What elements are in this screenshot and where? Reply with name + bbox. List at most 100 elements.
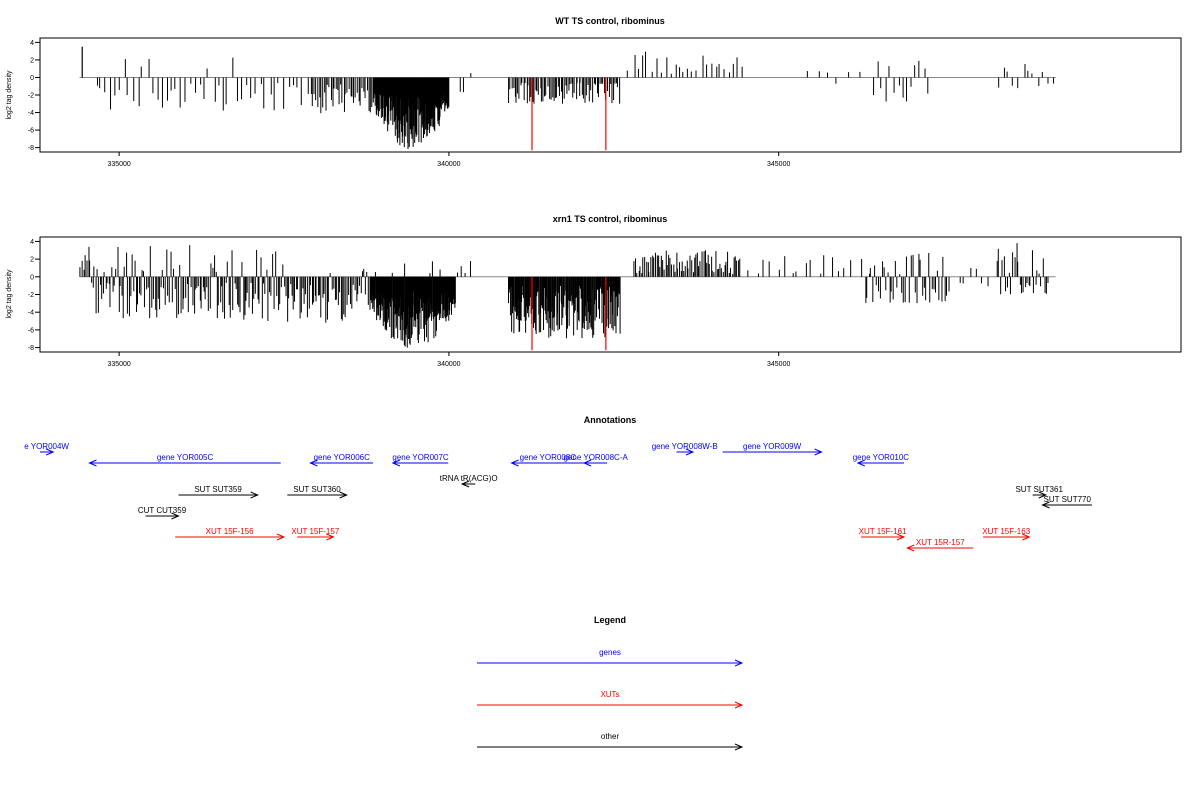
- legend-arrowhead: [734, 701, 744, 709]
- y-tick-label: 4: [30, 40, 34, 47]
- annotation-feature: SUT SUT360: [287, 485, 348, 499]
- annotation-feature: gene YOR008C-A: [563, 453, 628, 467]
- x-tick-label: 345000: [767, 361, 790, 368]
- x-tick-label: 335000: [107, 161, 130, 168]
- bars-layer: [79, 46, 1056, 151]
- y-tick-label: -4: [28, 310, 34, 317]
- feature-arrowhead: [250, 491, 259, 499]
- feature-label: gene YOR010C: [853, 453, 910, 462]
- feature-label: gene YOR006C: [314, 453, 371, 462]
- feature-label: gene YOR008C-A: [563, 453, 628, 462]
- annotation-feature: SUT SUT770: [1041, 495, 1092, 509]
- y-tick-label: -8: [28, 345, 34, 352]
- annotation-feature: gene YOR006C: [309, 453, 374, 467]
- legend: Legend genes XUTs other: [477, 615, 744, 751]
- feature-label: SUT SUT360: [293, 485, 341, 494]
- bars-layer: [79, 243, 1056, 351]
- panel-title: WT TS control, ribominus: [555, 16, 665, 26]
- x-tick-label: 340000: [437, 161, 460, 168]
- panel-title: xrn1 TS control, ribominus: [553, 214, 668, 224]
- feature-label: XUT 15F-163: [982, 527, 1030, 536]
- x-tick-label: 345000: [767, 161, 790, 168]
- annotations-track: Annotations e YOR004W gene YOR005C gene YO…: [24, 415, 1092, 552]
- feature-arrowhead: [906, 544, 915, 552]
- feature-arrowhead: [339, 491, 348, 499]
- annotation-feature: gene YOR008W-B: [652, 442, 718, 456]
- feature-arrowhead: [45, 448, 55, 456]
- y-tick-label: 0: [30, 274, 34, 281]
- feature-arrowhead: [510, 459, 519, 467]
- annotation-feature: XUT 15R-157: [906, 538, 974, 552]
- annotation-feature: e YOR004W: [24, 442, 69, 456]
- y-axis: 4 2 0 -2 -4 -6 -8: [28, 239, 40, 352]
- legend-title: Legend: [594, 615, 626, 625]
- plot-frame: [39, 37, 1182, 153]
- legend-arrowhead: [734, 659, 744, 667]
- feature-arrowhead: [582, 459, 592, 467]
- legend-item: XUTs: [477, 690, 744, 709]
- annotation-feature: tRNA tR(ACG)O: [440, 474, 498, 488]
- y-tick-label: 2: [30, 257, 34, 264]
- feature-arrowhead: [309, 459, 318, 467]
- feature-label: XUT 15F-161: [859, 527, 907, 536]
- feature-label: XUT 15F-156: [206, 527, 254, 536]
- annotation-feature: XUT 15F-156: [175, 527, 286, 541]
- feature-label: gene YOR005C: [157, 453, 214, 462]
- y-tick-label: 0: [30, 75, 34, 82]
- x-axis: 335000 340000 345000: [107, 352, 790, 368]
- feature-label: gene YOR009W: [743, 442, 802, 451]
- annotation-feature: XUT 15F-157: [291, 527, 340, 541]
- annotation-items: e YOR004W gene YOR005C gene YOR006C gene YO…: [24, 442, 1092, 552]
- y-tick-label: 2: [30, 57, 34, 64]
- legend-label: other: [601, 732, 620, 741]
- y-tick-label: -4: [28, 110, 34, 117]
- x-tick-label: 340000: [437, 361, 460, 368]
- feature-label: XUT 15R-157: [916, 538, 965, 547]
- annotation-feature: SUT SUT359: [178, 485, 259, 499]
- feature-arrowhead: [856, 459, 866, 467]
- feature-arrowhead: [896, 533, 906, 541]
- feature-label: gene YOR007C: [392, 453, 449, 462]
- x-tick-label: 335000: [107, 361, 130, 368]
- annotation-feature: gene YOR005C: [88, 453, 281, 467]
- feature-arrowhead: [1041, 501, 1050, 509]
- feature-label: e YOR004W: [24, 442, 69, 451]
- feature-arrowhead: [1038, 491, 1048, 499]
- annotation-feature: XUT 15F-161: [859, 527, 907, 541]
- feature-label: CUT CUT359: [138, 506, 187, 515]
- annotation-feature: gene YOR007C: [391, 453, 449, 467]
- feature-label: XUT 15F-157: [291, 527, 339, 536]
- legend-label: genes: [599, 648, 621, 657]
- xrn1-coverage-panel: xrn1 TS control, ribominus log2 tag dens…: [6, 214, 1182, 368]
- annotation-feature: SUT SUT361: [1015, 485, 1063, 499]
- feature-label: tRNA tR(ACG)O: [440, 474, 498, 483]
- y-tick-label: 4: [30, 239, 34, 246]
- y-tick-label: -2: [28, 292, 34, 299]
- annotations-title: Annotations: [584, 415, 637, 425]
- y-tick-label: -6: [28, 327, 34, 334]
- y-tick-label: -6: [28, 128, 34, 135]
- feature-arrowhead: [171, 512, 180, 520]
- annotation-feature: gene YOR010C: [853, 453, 910, 467]
- annotation-feature: CUT CUT359: [138, 506, 187, 520]
- legend-item: other: [477, 732, 744, 751]
- feature-arrowhead: [814, 448, 823, 456]
- y-axis-label: log2 tag density: [6, 269, 13, 319]
- wt-coverage-panel: WT TS control, ribominus log2 tag densit…: [6, 16, 1182, 168]
- feature-label: SUT SUT770: [1044, 495, 1092, 504]
- annotation-feature: gene YOR008C: [510, 453, 585, 467]
- feature-label: SUT SUT361: [1015, 485, 1063, 494]
- feature-arrowhead: [276, 533, 286, 541]
- legend-label: XUTs: [600, 690, 619, 699]
- feature-arrowhead: [460, 480, 470, 488]
- y-axis-label: log2 tag density: [6, 70, 13, 120]
- y-axis: 4 2 0 -2 -4 -6 -8: [28, 40, 40, 152]
- feature-arrowhead: [685, 448, 695, 456]
- y-tick-label: -2: [28, 93, 34, 100]
- feature-label: gene YOR008C: [520, 453, 577, 462]
- feature-arrowhead: [1022, 533, 1031, 541]
- legend-arrowhead: [734, 743, 744, 751]
- feature-label: SUT SUT359: [194, 485, 242, 494]
- feature-arrowhead: [326, 533, 335, 541]
